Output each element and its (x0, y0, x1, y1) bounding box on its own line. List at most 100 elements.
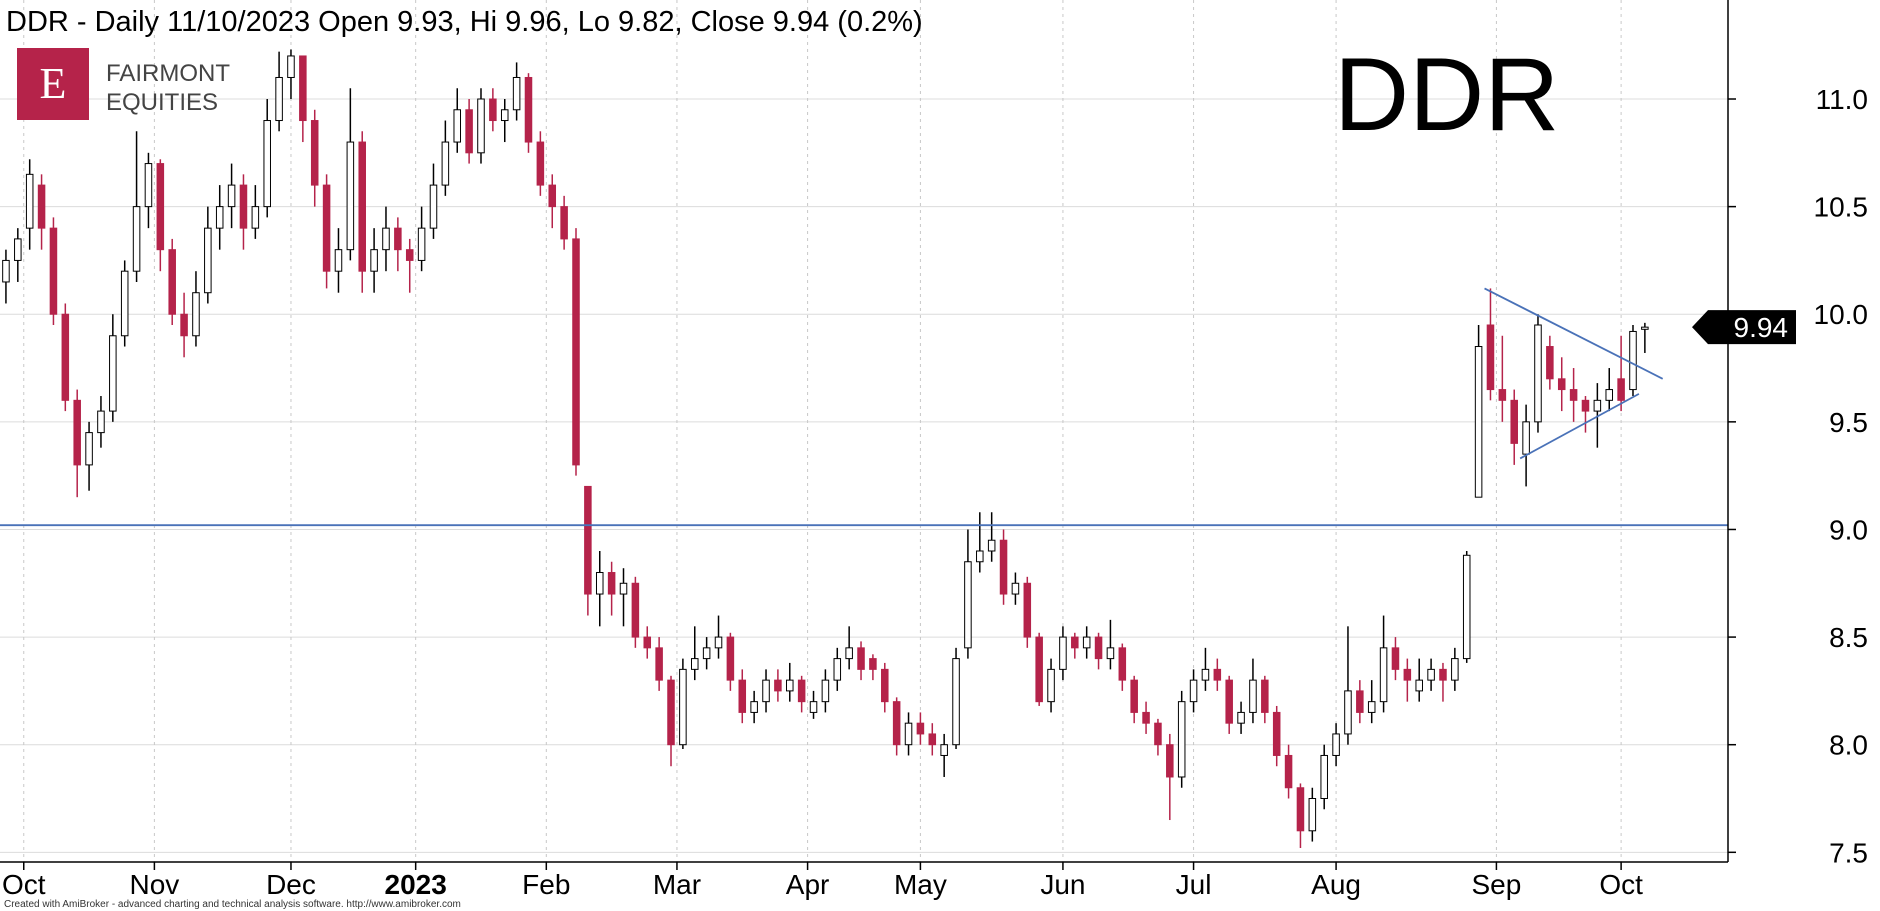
candle-body (1320, 754, 1328, 800)
logo-line: FAIRMONT (106, 60, 230, 87)
chart-title: DDR - Daily 11/10/2023 Open 9.93, Hi 9.9… (6, 6, 923, 38)
candle-body (1439, 668, 1447, 681)
y-tick-label: 9.5 (1829, 407, 1868, 438)
annotations (0, 287, 1728, 527)
candle-body (1094, 636, 1103, 660)
candle-body (1166, 744, 1174, 778)
candle-body (120, 270, 129, 337)
candle-body (774, 679, 782, 692)
y-tick-label: 8.5 (1829, 622, 1868, 653)
candle-body (1462, 554, 1471, 660)
candle-body (786, 679, 794, 692)
candle-body (405, 249, 414, 261)
candle-body (750, 701, 758, 713)
candle-body (239, 184, 248, 229)
last-price-tag (1692, 310, 1796, 345)
y-tick-label: 9.0 (1829, 514, 1868, 545)
candle-body (1522, 421, 1530, 455)
candle-body (1486, 324, 1495, 391)
candle-body (881, 668, 889, 703)
candle-body (1237, 711, 1245, 724)
y-tick-label: 7.5 (1829, 837, 1868, 868)
candle-body (524, 76, 533, 143)
candle-body (1047, 668, 1055, 703)
candle-body (1617, 378, 1625, 401)
candle-body (584, 485, 592, 595)
candle-body (1023, 582, 1032, 638)
candle-body (382, 227, 390, 251)
candle-body (144, 163, 153, 208)
x-tick-label: Sep (1471, 869, 1521, 900)
candle-body (1557, 378, 1566, 391)
logo-line: EQUITIES (106, 89, 218, 116)
candle-body (61, 313, 70, 401)
candle-body (987, 539, 996, 552)
candle-body (845, 647, 853, 660)
y-tick-label: 10.0 (1814, 299, 1869, 330)
candle-body (417, 227, 426, 261)
candle-body (1605, 389, 1614, 401)
candle-body (1498, 389, 1507, 401)
candle-body (999, 539, 1008, 595)
candle-body (1344, 690, 1352, 735)
x-tick-label: Oct (2, 869, 46, 900)
candle-body (928, 733, 937, 746)
candle-body (1474, 346, 1483, 498)
candle-body (429, 184, 438, 229)
candle-body (916, 722, 925, 735)
candle-body (1011, 582, 1020, 595)
candle-body (619, 582, 628, 595)
candle-body (180, 313, 188, 337)
candle-body (251, 206, 260, 229)
candle-body (49, 227, 58, 315)
x-tick-label: Apr (786, 869, 830, 900)
candle-body (1284, 754, 1293, 789)
candle-body (204, 227, 212, 294)
candle-body (489, 98, 497, 122)
candle-body (441, 141, 450, 186)
candle-body (310, 120, 319, 186)
candle-body (192, 292, 200, 337)
candle-body (1071, 636, 1079, 649)
candle-body (655, 647, 663, 681)
candle-body (1106, 647, 1115, 660)
candle-body (1177, 701, 1186, 778)
candle-body (857, 647, 865, 670)
candle-body (334, 249, 343, 272)
candle-body (500, 109, 509, 122)
candle-body (904, 722, 913, 746)
candle-body (1356, 690, 1364, 713)
candles (2, 49, 1649, 849)
candle-body (1130, 679, 1138, 713)
candle-body (14, 238, 22, 261)
candle-body (1249, 679, 1257, 713)
candle-body (690, 658, 699, 670)
candle-body (275, 76, 283, 122)
x-tick-label: Aug (1311, 869, 1361, 900)
symbol-label: DDR (1334, 37, 1559, 153)
last-price-label: 9.94 (1734, 312, 1789, 343)
candle-body (2, 259, 10, 283)
candle-body (1035, 636, 1043, 703)
candle-body (643, 636, 652, 649)
candle-body (869, 658, 877, 670)
candle-body (1332, 733, 1340, 756)
candle-body (322, 184, 331, 272)
candle-body (73, 399, 81, 466)
candle-body (1415, 679, 1423, 692)
candle-body (1451, 658, 1459, 681)
candle-body (1641, 326, 1649, 330)
candle-body (607, 572, 616, 595)
candle-body (1403, 668, 1412, 681)
candle-body (572, 238, 580, 466)
x-tick-label: Nov (129, 869, 179, 900)
y-tick-label: 11.0 (1816, 84, 1868, 115)
candle-body (477, 98, 485, 154)
footer: Created with AmiBroker - advanced charti… (4, 899, 461, 910)
candle-body (1225, 679, 1233, 724)
y-tick-label: 8.0 (1829, 730, 1868, 761)
candle-body (976, 550, 984, 563)
logo-box (17, 48, 89, 120)
candle-body (726, 636, 735, 681)
